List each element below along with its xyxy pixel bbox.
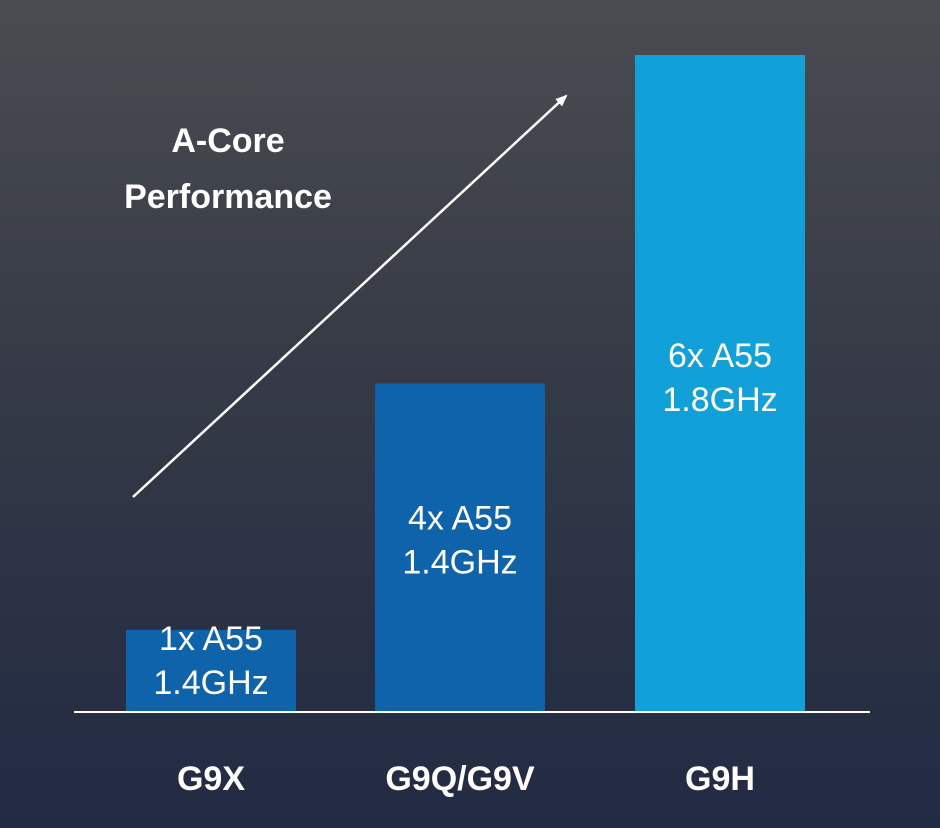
bar-g9h (635, 55, 805, 712)
bar-g9x (126, 629, 296, 712)
category-label-g9h: G9H (685, 760, 755, 798)
bar-label-3-line-2: 1.8GHz (662, 381, 777, 419)
annotation-line-1: A-Core (171, 122, 284, 160)
bar-g9q-g9v (375, 383, 545, 712)
bar-labels: 1x A55 1.4GHz 4x A55 1.4GHz 6x A55 1.8GHz (153, 337, 777, 702)
bar-label-1-line-2: 1.4GHz (153, 664, 268, 702)
bar-label-2-line-2: 1.4GHz (402, 544, 517, 582)
performance-trend-arrow (132, 94, 568, 498)
bar-label-1-line-1: 1x A55 (159, 620, 263, 658)
category-labels: G9X G9Q/G9V G9H (177, 760, 755, 798)
bars (126, 55, 805, 712)
annotation-line-2: Performance (124, 178, 332, 216)
category-label-g9q-g9v: G9Q/G9V (385, 760, 535, 798)
bar-label-3-line-1: 6x A55 (668, 337, 772, 375)
category-label-g9x: G9X (177, 760, 245, 798)
bar-label-2-line-1: 4x A55 (408, 500, 512, 538)
